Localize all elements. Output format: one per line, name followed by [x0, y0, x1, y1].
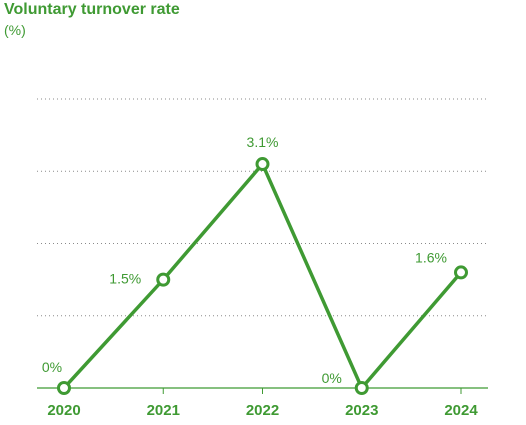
x-tick-label: 2021 — [147, 402, 180, 419]
data-label: 0% — [42, 359, 62, 375]
data-point — [156, 272, 171, 287]
data-label: 0% — [322, 370, 342, 386]
x-tick-label: 2023 — [345, 402, 378, 419]
data-point — [57, 381, 71, 395]
data-point — [255, 157, 270, 172]
data-label: 1.6% — [415, 249, 447, 265]
data-point — [354, 381, 369, 395]
data-points — [57, 157, 468, 395]
data-labels: 0% 1.5% 3.1% 0% 1.6% — [42, 134, 447, 386]
x-tick-label: 2024 — [444, 402, 478, 419]
x-axis-ticks — [63, 388, 462, 394]
chart-title: Voluntary turnover rate — [4, 1, 180, 18]
x-tick-label: 2022 — [246, 402, 279, 419]
data-label: 3.1% — [247, 134, 279, 150]
gridlines — [37, 98, 488, 317]
data-point — [454, 265, 468, 280]
chart-subtitle: (%) — [4, 22, 26, 38]
x-tick-label: 2020 — [47, 402, 80, 419]
x-tick-labels: 2020 2021 2022 2023 2024 — [47, 402, 478, 419]
data-label: 1.5% — [109, 271, 141, 287]
